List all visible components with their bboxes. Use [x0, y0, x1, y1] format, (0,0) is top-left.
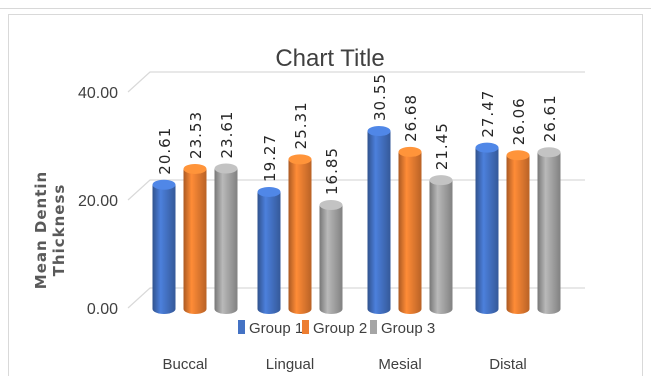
data-label-group-1-lingual: 19.27	[261, 134, 279, 182]
category-label-lingual: Lingual	[266, 356, 314, 373]
data-label-group-3-mesial: 21.45	[433, 122, 451, 170]
bar-group-1-mesial	[367, 126, 391, 314]
bar-group-1-buccal	[152, 179, 176, 314]
chart-title: Chart Title	[275, 45, 384, 72]
bar-group-3-buccal	[214, 163, 238, 314]
bar-group-2-buccal	[183, 163, 207, 314]
category-label-mesial: Mesial	[378, 356, 421, 373]
gridline	[127, 71, 585, 93]
data-label-group-1-mesial: 30.55	[371, 73, 389, 121]
bar-group-2-distal	[506, 150, 530, 314]
legend-swatch	[302, 320, 309, 334]
category-label-buccal: Buccal	[162, 356, 207, 373]
data-label-group-1-distal: 27.47	[479, 90, 497, 138]
legend-swatch	[370, 320, 377, 334]
legend-swatch	[238, 320, 245, 334]
legend-label: Group 3	[381, 320, 435, 337]
data-label-group-3-lingual: 16.85	[323, 147, 341, 195]
data-label-group-2-lingual: 25.31	[292, 101, 310, 149]
data-labels: 20.61 23.53 23.61 19.27 25.31 16.85 30.55 26.68…	[156, 73, 559, 195]
data-label-group-1-buccal: 20.61	[156, 127, 174, 175]
chart-area	[8, 14, 643, 376]
bar-group-2-lingual	[288, 154, 312, 314]
legend: Group 1 Group 2 Group 3	[238, 320, 435, 337]
bar-group-1-lingual	[257, 186, 281, 314]
data-label-group-3-distal: 26.61	[541, 94, 559, 142]
legend-item-group-2: Group 2	[302, 320, 367, 337]
data-label-group-2-buccal: 23.53	[187, 111, 205, 159]
y-tick-label: 40.00	[78, 85, 118, 102]
y-axis-ticks: 0.00 20.00 40.00	[78, 85, 118, 318]
bar-group-3-distal	[537, 147, 561, 314]
data-label-group-2-distal: 26.06	[510, 97, 528, 145]
category-label-distal: Distal	[489, 356, 527, 373]
bar-group-1-distal	[475, 142, 499, 314]
y-tick-label: 0.00	[87, 301, 118, 318]
data-label-group-3-buccal: 23.61	[218, 111, 236, 159]
legend-item-group-3: Group 3	[370, 320, 435, 337]
legend-item-group-1: Group 1	[238, 320, 303, 337]
bar-group-3-lingual	[319, 200, 343, 314]
y-axis-label: Mean DentinThickness	[32, 171, 68, 289]
data-label-group-2-mesial: 26.68	[402, 94, 420, 142]
top-strip	[0, 0, 651, 9]
bar-group-3-mesial	[429, 175, 453, 314]
y-tick-label: 20.00	[78, 193, 118, 210]
category-labels: Buccal Lingual Mesial Distal	[162, 356, 526, 373]
bars	[152, 126, 561, 314]
bar-group-2-mesial	[398, 146, 422, 314]
legend-label: Group 2	[313, 320, 367, 337]
legend-label: Group 1	[249, 320, 303, 337]
